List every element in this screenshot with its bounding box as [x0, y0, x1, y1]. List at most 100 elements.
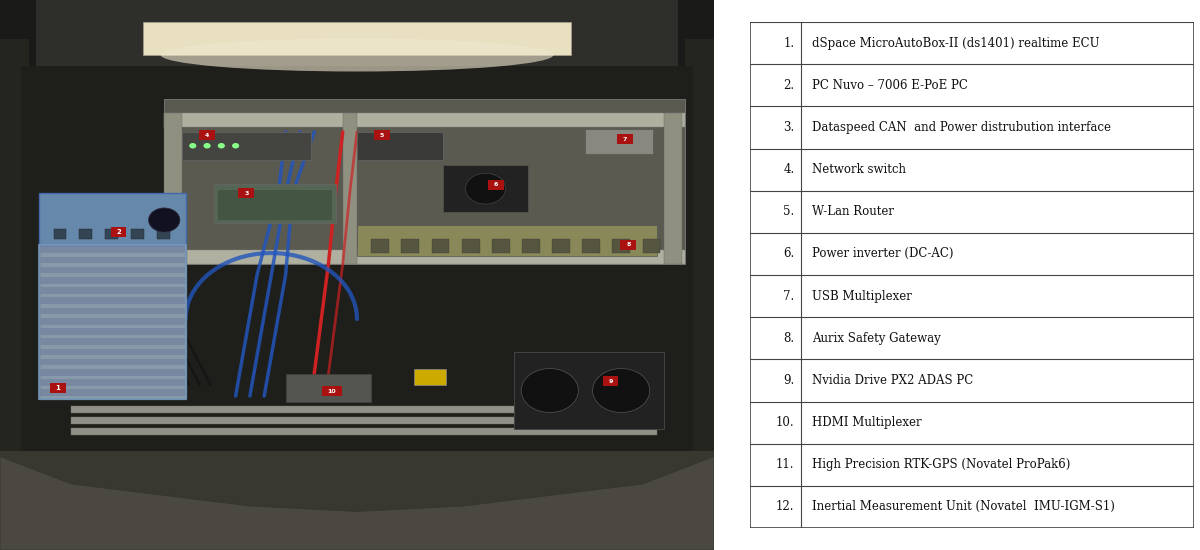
Text: 10: 10: [328, 388, 336, 394]
Bar: [462, 239, 480, 253]
Text: 2.: 2.: [784, 79, 794, 92]
Bar: [358, 226, 656, 256]
Bar: [131, 229, 144, 239]
Bar: [488, 180, 504, 190]
Text: 2: 2: [116, 229, 121, 234]
Bar: [40, 267, 185, 273]
Text: PC Nuvo – 7006 E-PoE PC: PC Nuvo – 7006 E-PoE PC: [812, 79, 968, 92]
Bar: [750, 317, 1194, 359]
Ellipse shape: [161, 39, 553, 72]
Circle shape: [190, 143, 197, 148]
Bar: [239, 188, 254, 198]
Bar: [492, 239, 510, 253]
Bar: [443, 165, 528, 212]
Bar: [0, 451, 714, 550]
Bar: [664, 113, 682, 264]
Circle shape: [217, 143, 224, 148]
Bar: [72, 428, 656, 435]
Text: 5.: 5.: [784, 205, 794, 218]
Bar: [182, 132, 311, 160]
Bar: [522, 239, 540, 253]
Bar: [514, 352, 664, 429]
Text: W-Lan Router: W-Lan Router: [812, 205, 894, 218]
Text: Inertial Measurement Unit (Novatel  IMU-IGM-S1): Inertial Measurement Unit (Novatel IMU-I…: [812, 500, 1115, 513]
Bar: [40, 307, 185, 314]
Text: Power inverter (DC-AC): Power inverter (DC-AC): [812, 248, 954, 260]
Bar: [143, 22, 571, 55]
Bar: [750, 64, 1194, 106]
Text: 6.: 6.: [784, 248, 794, 260]
Bar: [40, 246, 185, 253]
Bar: [750, 359, 1194, 402]
Bar: [72, 406, 656, 412]
Bar: [157, 229, 170, 239]
Bar: [54, 229, 66, 239]
Text: HDMI Multiplexer: HDMI Multiplexer: [812, 416, 922, 429]
Bar: [164, 113, 685, 127]
Bar: [72, 417, 656, 424]
Bar: [214, 184, 336, 223]
Bar: [40, 318, 185, 324]
Bar: [414, 368, 446, 385]
Bar: [358, 132, 443, 160]
Bar: [40, 287, 185, 294]
Bar: [164, 99, 685, 264]
Bar: [750, 486, 1194, 528]
Bar: [40, 349, 185, 355]
Bar: [164, 250, 685, 264]
Text: 10.: 10.: [775, 416, 794, 429]
Bar: [612, 239, 630, 253]
Text: 8: 8: [626, 242, 630, 248]
Text: USB Multiplexer: USB Multiplexer: [812, 290, 912, 303]
Bar: [374, 130, 390, 140]
Bar: [0, 39, 29, 522]
Bar: [750, 22, 1194, 64]
Bar: [40, 192, 186, 245]
Bar: [402, 239, 419, 253]
Circle shape: [593, 368, 649, 412]
Bar: [685, 39, 714, 522]
Text: 12.: 12.: [776, 500, 794, 513]
Text: 8.: 8.: [784, 332, 794, 345]
Text: 11.: 11.: [776, 458, 794, 471]
Bar: [322, 386, 342, 396]
Text: 7.: 7.: [784, 290, 794, 303]
Bar: [750, 191, 1194, 233]
Bar: [40, 338, 185, 345]
Bar: [432, 239, 450, 253]
Bar: [110, 227, 126, 236]
Bar: [602, 376, 618, 386]
Circle shape: [232, 143, 239, 148]
Text: 3.: 3.: [784, 121, 794, 134]
Text: dSpace MicroAutoBox-II (ds1401) realtime ECU: dSpace MicroAutoBox-II (ds1401) realtime…: [812, 37, 1099, 50]
Bar: [22, 66, 692, 451]
Bar: [79, 229, 92, 239]
Text: 9.: 9.: [784, 374, 794, 387]
Text: 1.: 1.: [784, 37, 794, 50]
Bar: [617, 134, 632, 144]
Bar: [40, 379, 185, 386]
Bar: [750, 444, 1194, 486]
Bar: [40, 298, 185, 304]
Text: 4.: 4.: [784, 163, 794, 176]
Bar: [343, 113, 358, 264]
Text: High Precision RTK-GPS (Novatel ProPak6): High Precision RTK-GPS (Novatel ProPak6): [812, 458, 1070, 471]
Bar: [40, 328, 185, 335]
Bar: [217, 190, 332, 220]
Text: Dataspeed CAN  and Power distrubution interface: Dataspeed CAN and Power distrubution int…: [812, 121, 1111, 134]
Bar: [643, 239, 660, 253]
Bar: [40, 245, 186, 399]
Circle shape: [466, 173, 505, 204]
Bar: [750, 402, 1194, 444]
Text: 6: 6: [494, 182, 498, 188]
Bar: [586, 129, 653, 154]
Bar: [371, 239, 389, 253]
Bar: [40, 389, 185, 396]
Bar: [552, 239, 570, 253]
Text: Nvidia Drive PX2 ADAS PC: Nvidia Drive PX2 ADAS PC: [812, 374, 973, 387]
Text: Network switch: Network switch: [812, 163, 906, 176]
Bar: [582, 239, 600, 253]
Bar: [750, 148, 1194, 191]
Bar: [40, 359, 185, 365]
Text: 5: 5: [380, 133, 384, 138]
